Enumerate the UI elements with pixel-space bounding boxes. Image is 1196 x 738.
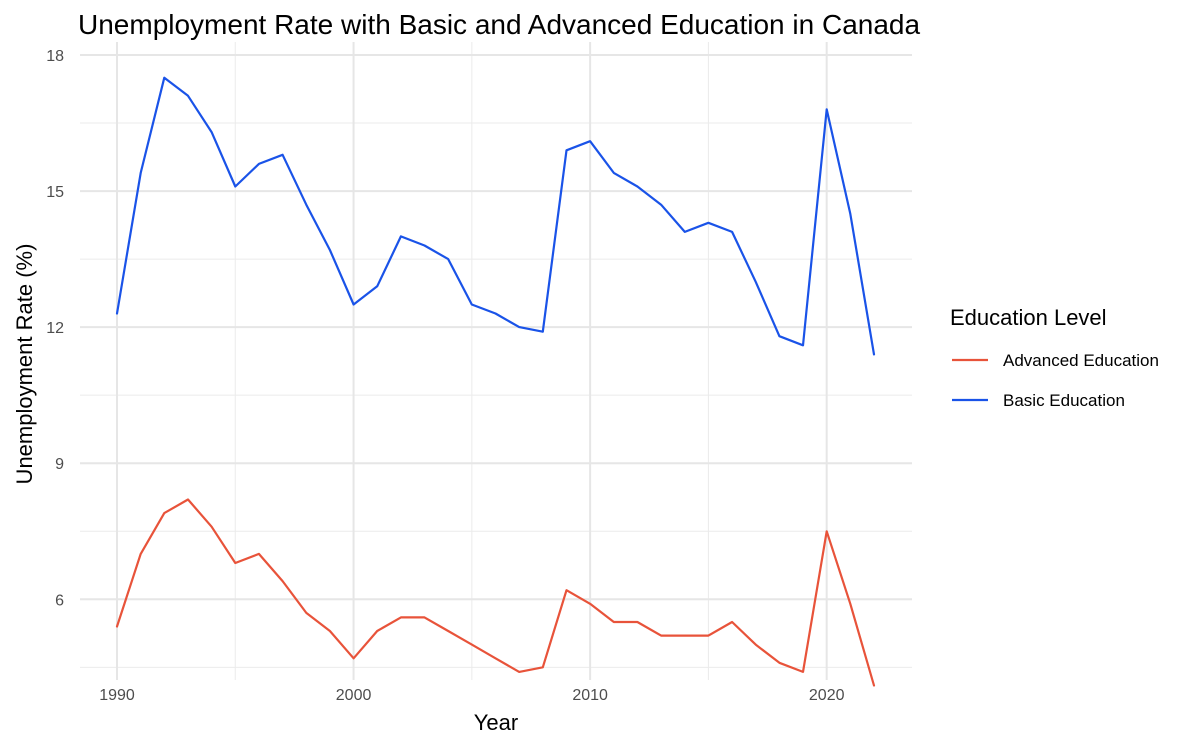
y-axis-ticks: 6 9 12 15 18 — [46, 48, 64, 609]
series-line — [115, 76, 876, 356]
series-lines — [115, 76, 876, 687]
y-tick-label: 12 — [46, 320, 64, 337]
x-tick-label: 2000 — [336, 687, 372, 704]
x-axis-title: Year — [474, 710, 518, 735]
legend-title: Education Level — [950, 305, 1107, 330]
y-axis-title: Unemployment Rate (%) — [12, 244, 37, 485]
y-tick-label: 6 — [55, 592, 64, 609]
y-tick-label: 9 — [55, 456, 64, 473]
chart-title: Unemployment Rate with Basic and Advance… — [78, 9, 920, 40]
grid-lines — [80, 42, 912, 680]
x-tick-label: 2020 — [809, 687, 845, 704]
series-line — [115, 498, 876, 687]
legend-label: Basic Education — [1003, 391, 1125, 410]
legend-items: Advanced Education Basic Education — [952, 351, 1159, 410]
y-tick-label: 18 — [46, 48, 64, 65]
x-axis-ticks: 1990 2000 2010 2020 — [99, 687, 844, 704]
legend-label: Advanced Education — [1003, 351, 1159, 370]
y-tick-label: 15 — [46, 184, 64, 201]
legend: Education Level Advanced Education Basic … — [950, 305, 1159, 410]
x-tick-label: 2010 — [572, 687, 608, 704]
x-tick-label: 1990 — [99, 687, 135, 704]
